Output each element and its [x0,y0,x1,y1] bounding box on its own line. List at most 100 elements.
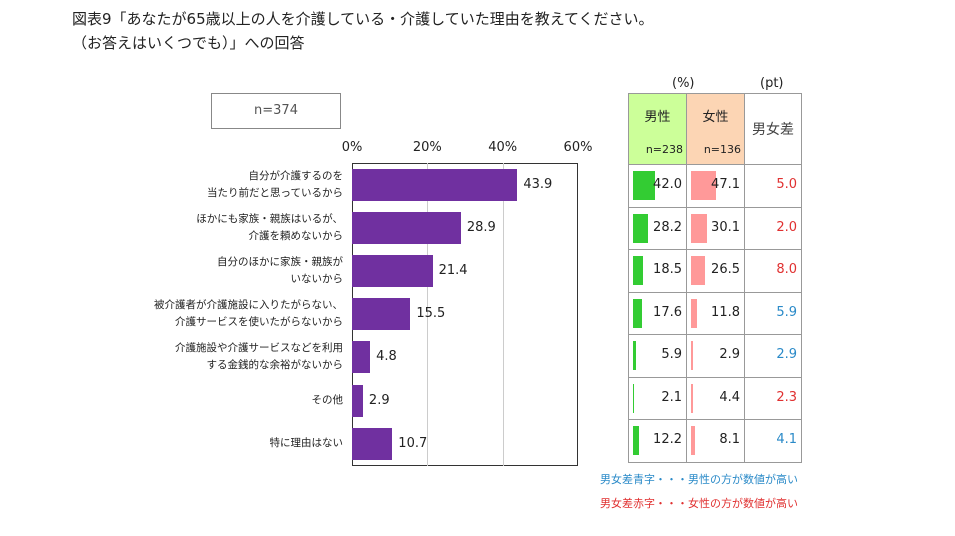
female-label: 女性 [702,110,729,125]
category-label-line: 被介護者が介護施設に入りたがらない、 [154,299,343,312]
female-value: 11.8 [711,304,740,320]
category-label-line: 特に理由はない [269,437,344,450]
unit-pt: (pt) [760,76,784,91]
male-value: 28.2 [653,219,682,235]
female-bar [691,298,698,328]
diff-cell: 4.1 [744,419,802,463]
bar [352,427,393,460]
female-value: 4.4 [719,389,740,405]
data-label: 4.8 [376,349,397,365]
male-cell: 42.0 [628,164,687,208]
sample-size-box: n=374 [211,93,341,129]
female-cell: 47.1 [686,164,745,208]
male-value: 12.2 [653,432,682,447]
female-n: n=136 [703,143,741,156]
category-label: ほかにも家族・親族はいるが、 介護を頼めないから [143,211,343,245]
female-bar [691,213,707,243]
category-label: 介護施設や介護サービスなどを利用する金銭的な余裕がないから [143,340,343,374]
diff-cell: 2.3 [744,376,802,420]
male-bar [633,171,656,200]
diff-value: 5.0 [776,177,797,192]
female-bar [691,171,716,200]
table-row: 2.1 4.4 2.3 [628,376,802,420]
data-label: 15.5 [416,306,446,322]
table-row: 42.0 47.1 5.0 [628,164,802,208]
data-label: 10.7 [398,435,428,451]
category-label: その他 [143,392,344,409]
x-tick-label: 20% [412,140,442,155]
category-label-line: いないから [290,273,344,285]
data-label: 21.4 [438,263,468,278]
category-label-line: する金銭的な余裕がないから [206,359,344,372]
unit-percent: (%) [672,76,695,91]
bar [352,255,433,287]
data-label: 28.9 [466,219,496,235]
category-label-line: 自分のほかに家族・親族が [217,256,343,268]
female-cell: 30.1 [686,206,745,250]
table-row: 18.5 26.5 8.0 [628,249,802,293]
diff-cell: 5.0 [744,164,802,208]
female-cell: 2.9 [686,334,745,378]
bar [352,384,363,417]
title-line-1: 図表9「あなたが65歳以上の人を介護している・介護していた理由を教えてください。 [72,10,654,28]
male-bar [633,426,640,455]
male-cell: 2.1 [628,376,687,420]
bar [352,298,411,331]
x-tick-label: 40% [488,140,518,155]
male-bar [633,341,637,370]
female-cell: 11.8 [686,291,745,335]
category-label-line: 介護サービスを使いたがらないから [175,316,343,329]
category-label: 被介護者が介護施設に入りたがらない、介護サービスを使いたがらないから [143,297,343,331]
x-tick-label: 0% [341,140,363,155]
diff-value: 2.0 [776,219,797,235]
female-value: 8.1 [719,432,740,447]
female-bar [691,341,693,370]
table-row: 17.6 11.8 5.9 [628,291,802,335]
table-row: 5.9 2.9 2.9 [628,334,802,378]
female-value: 26.5 [711,262,740,277]
male-cell: 28.2 [628,206,687,250]
diff-cell: 8.0 [744,249,802,293]
category-label-line: その他 [311,394,344,407]
data-label: 2.9 [368,392,390,408]
male-bar [633,383,635,413]
gridline [427,163,429,466]
title-line-2: （お答えはいくつでも）」への回答 [72,34,305,52]
female-value: 47.1 [711,177,740,192]
bar [352,341,371,374]
female-value: 2.9 [719,347,740,362]
category-label: 自分のほかに家族・親族がいないから [143,254,343,288]
bar [352,168,518,201]
male-bar [633,298,643,328]
diff-value: 5.9 [776,304,797,320]
table-row: 28.2 30.1 2.0 [628,206,802,250]
male-value: 5.9 [661,347,682,362]
diff-value: 4.1 [776,432,797,447]
male-cell: 18.5 [628,249,687,293]
category-label-line: 当たり前だと思っているから [207,186,343,199]
diff-cell: 5.9 [744,291,802,335]
male-value: 18.5 [653,262,682,277]
diff-value: 2.9 [776,347,797,362]
diff-value: 2.3 [776,389,797,405]
diff-header: 男女差 [744,93,802,165]
legend-note: 男女差赤字・・・女性の方が数値が高い [600,497,798,510]
male-value: 2.1 [661,389,682,405]
male-n: n=238 [645,143,683,156]
female-bar [691,383,694,413]
male-bar [633,256,643,285]
gender-table: 男性 n=238 女性 n=136 男女差 42.0 47.1 5.0 28.2 30… [628,93,802,463]
male-header: 男性 n=238 [628,93,687,165]
male-cell: 17.6 [628,291,687,335]
diff-cell: 2.0 [744,206,802,250]
female-value: 30.1 [711,219,740,235]
female-bar [691,256,706,285]
category-label: 特に理由はない [143,435,344,452]
male-label: 男性 [644,110,671,125]
legend-note: 男女差青字・・・男性の方が数値が高い [600,473,798,486]
category-label-line: 介護施設や介護サービスなどを利用 [175,342,343,355]
female-cell: 8.1 [686,419,745,463]
female-bar [691,426,696,455]
male-bar [633,213,648,243]
table-row: 12.2 8.1 4.1 [628,419,802,463]
